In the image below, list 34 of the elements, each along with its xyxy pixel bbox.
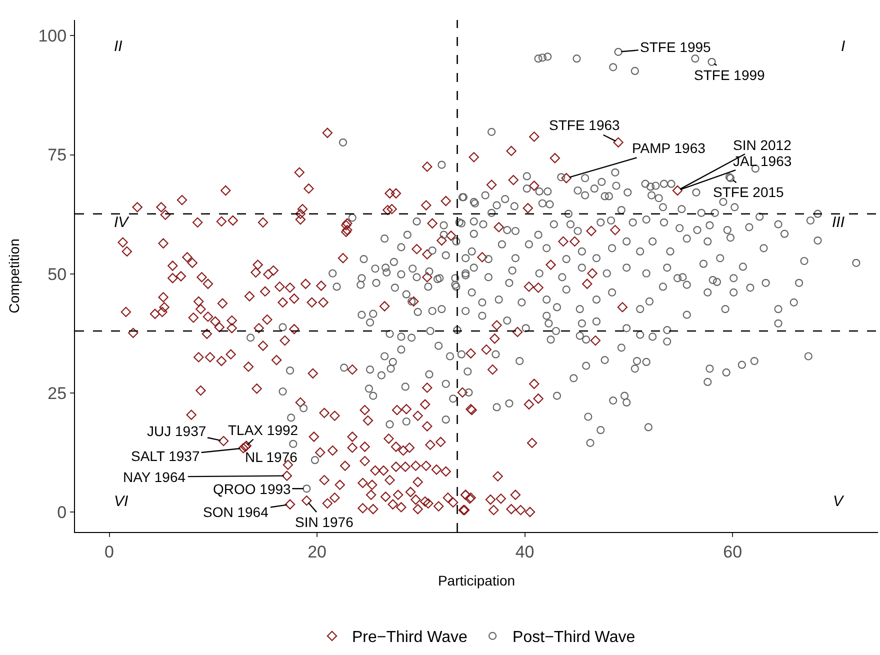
x-tick-label: 60 (723, 542, 742, 562)
annotation: I (841, 38, 846, 55)
annotation: STFE 1963 (549, 117, 620, 133)
legend-label: Pre−Third Wave (352, 629, 468, 646)
annotation: NAY 1964 (123, 469, 186, 485)
annotation: IV (114, 214, 130, 231)
annotation: SON 1964 (203, 504, 269, 520)
y-tick-label: 0 (57, 502, 67, 522)
annotation: NL 1976 (245, 449, 298, 465)
annotation: STFE 1999 (694, 67, 766, 83)
annotation: VI (114, 493, 128, 510)
y-tick-label: 25 (48, 384, 67, 403)
annotation: SIN 2012 (733, 137, 792, 153)
y-axis-title: Competition (6, 238, 22, 314)
annotation: II (114, 38, 122, 55)
annotation: JUJ 1937 (147, 423, 206, 439)
x-axis-title: Participation (438, 572, 516, 589)
x-tick-label: 0 (104, 542, 114, 562)
annotation: QROO 1993 (213, 481, 292, 497)
annotation: TLAX 1992 (228, 422, 298, 438)
legend-label: Post−Third Wave (512, 629, 636, 646)
annotation: III (832, 214, 845, 231)
y-tick-label: 100 (38, 26, 67, 46)
x-tick-label: 40 (515, 542, 534, 562)
y-tick-label: 75 (48, 146, 67, 165)
annotation: SIN 1976 (295, 514, 354, 530)
annotation: STFE 1995 (640, 39, 712, 55)
annotation: SALT 1937 (131, 448, 200, 464)
annotation: STFE 2015 (713, 184, 784, 200)
annotation: PAMP 1963 (632, 140, 706, 156)
annotation: V (833, 493, 845, 510)
x-tick-label: 20 (308, 542, 326, 562)
y-tick-label: 50 (48, 264, 67, 284)
annotation: JAL 1963 (733, 153, 792, 169)
